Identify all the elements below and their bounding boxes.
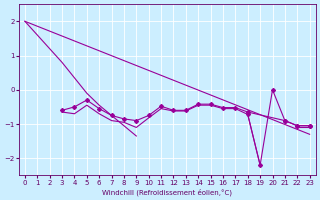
X-axis label: Windchill (Refroidissement éolien,°C): Windchill (Refroidissement éolien,°C) <box>102 188 232 196</box>
